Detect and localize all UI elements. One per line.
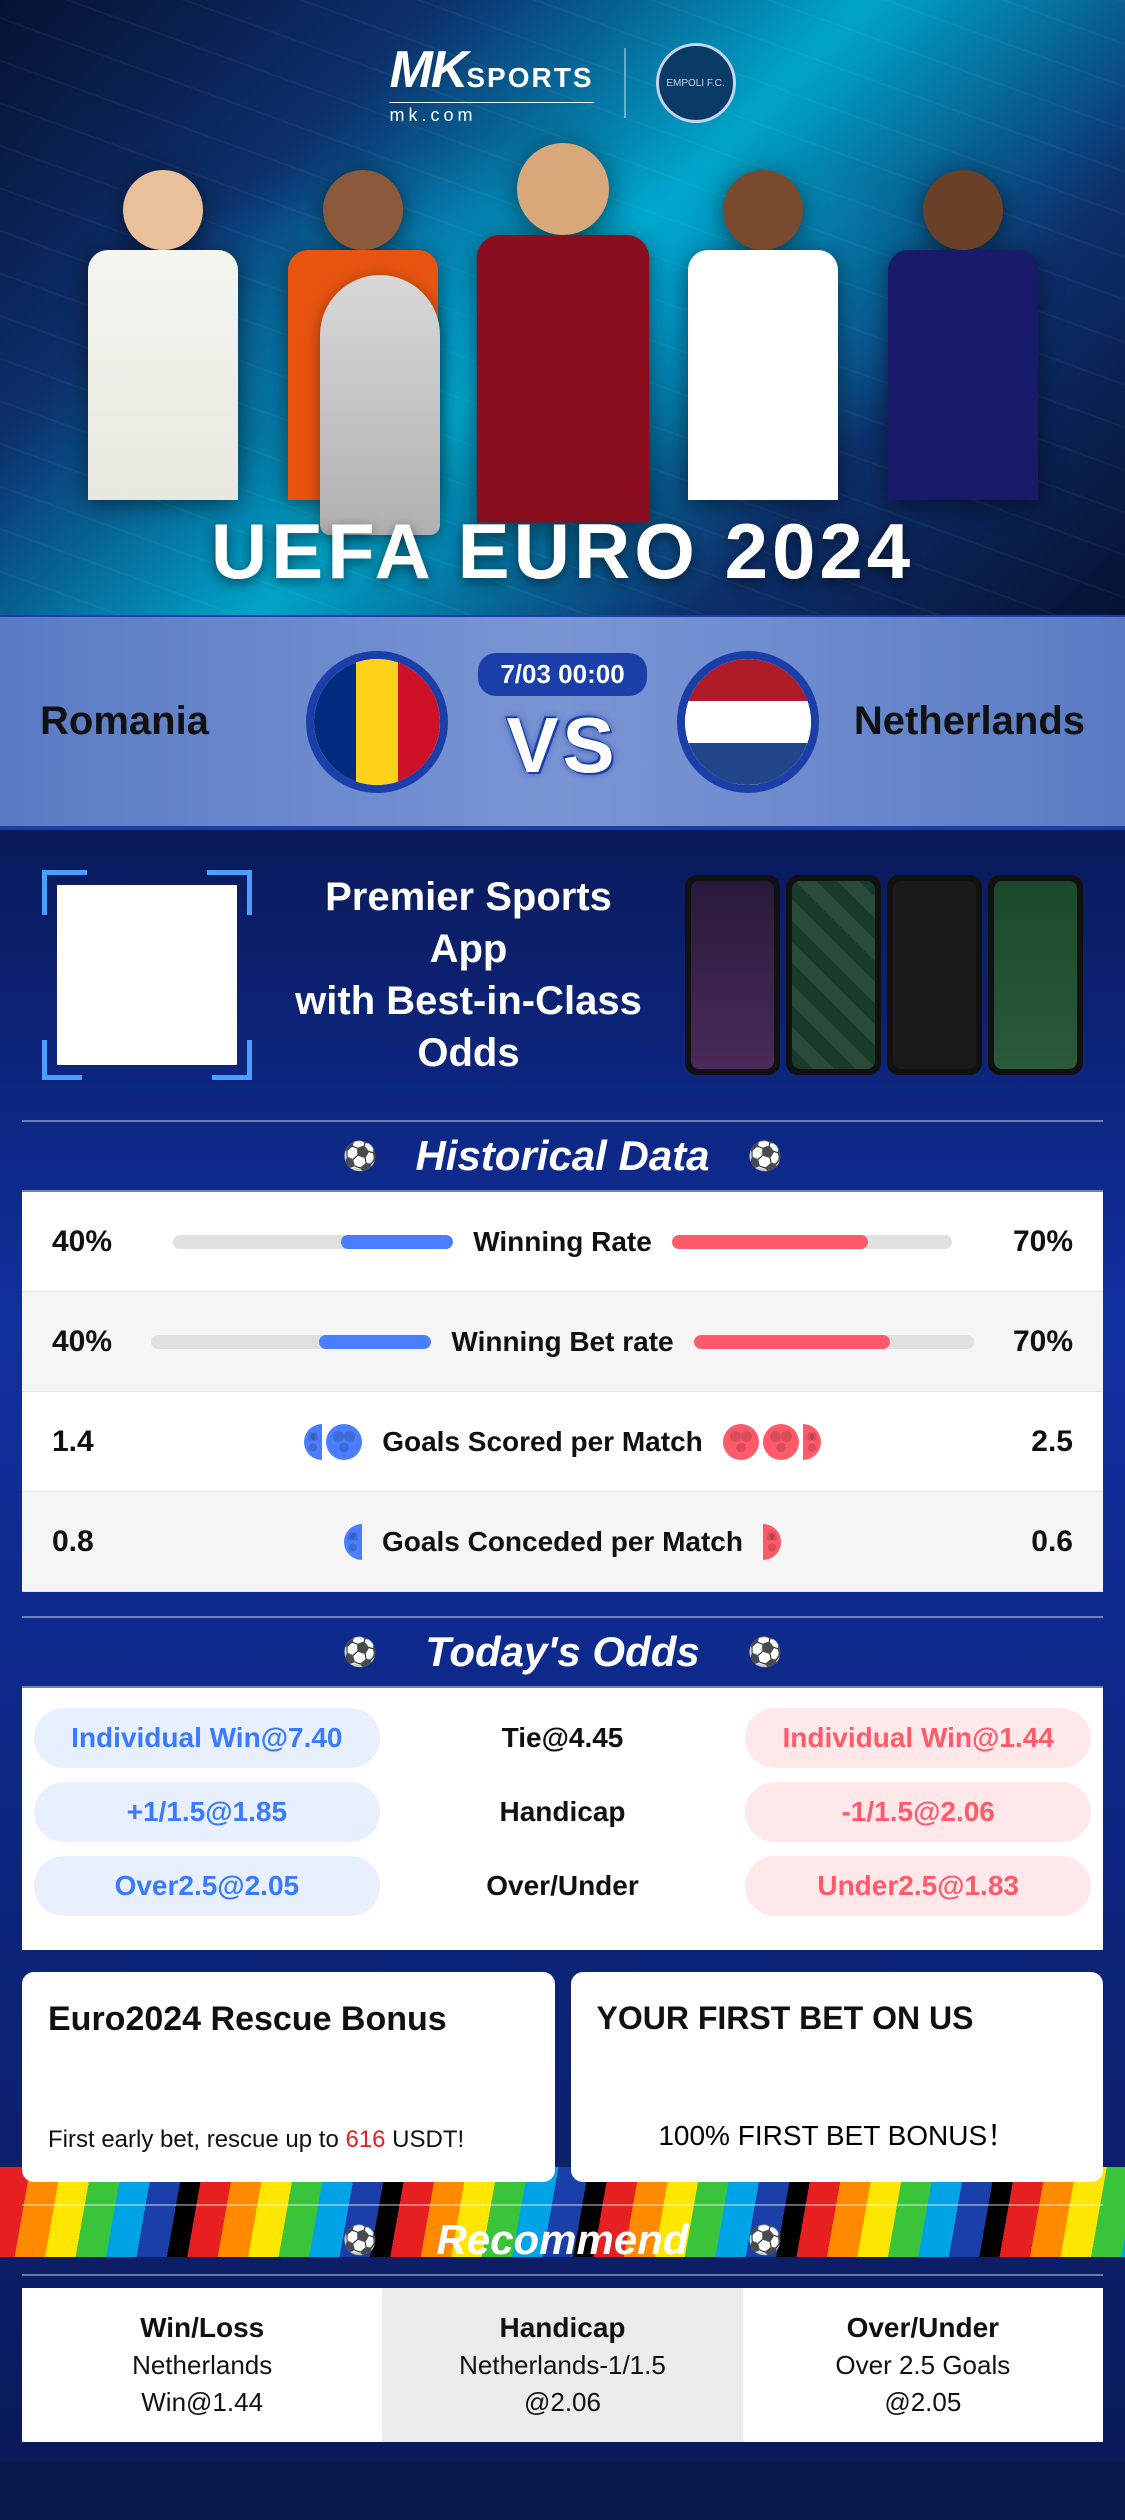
reco-heading: Over/Under	[753, 2312, 1093, 2344]
bonus1-sub: First early bet, rescue up to 616 USDT!	[48, 2126, 529, 2154]
logo-row: MKSPORTS mk.com EMPOLI F.C.	[389, 40, 735, 126]
recommend-title: Recommend	[22, 2204, 1103, 2276]
odds-row: Individual Win@7.40 Tie@4.45 Individual …	[34, 1708, 1091, 1768]
recommend-col[interactable]: Handicap Netherlands-1/1.5 @2.06	[382, 2288, 742, 2442]
bonus-card-firstbet[interactable]: YOUR FIRST BET ON US 100% FIRST BET BONU…	[571, 1972, 1104, 2182]
hist-row: 0.8 Goals Conceded per Match 0.6	[22, 1492, 1103, 1592]
club-badge: EMPOLI F.C.	[656, 43, 736, 123]
odds-row: +1/1.5@1.85 Handicap -1/1.5@2.06	[34, 1782, 1091, 1842]
odds-right-pill[interactable]: -1/1.5@2.06	[745, 1782, 1091, 1842]
odds-table: Individual Win@7.40 Tie@4.45 Individual …	[22, 1688, 1103, 1950]
reco-value1: Netherlands	[32, 2350, 372, 2381]
team-left-name: Romania	[40, 699, 276, 744]
hist-val-right: 2.5	[983, 1425, 1073, 1459]
promo-line2: with Best-in-Class Odds	[292, 975, 645, 1079]
hero-banner: MKSPORTS mk.com EMPOLI F.C. UEFA EURO 20…	[0, 0, 1125, 615]
odds-mid-label: Over/Under	[400, 1870, 726, 1902]
reco-value1: Netherlands-1/1.5	[392, 2350, 732, 2381]
historical-table: 40% Winning Rate 70% 40% Winning Bet rat…	[22, 1192, 1103, 1592]
hist-row: 40% Winning Bet rate 70%	[22, 1292, 1103, 1392]
odds-title: Today's Odds	[22, 1616, 1103, 1688]
logo-sports: SPORTS	[466, 62, 593, 93]
hist-label: Goals Conceded per Match	[382, 1526, 743, 1558]
vs-block: 7/03 00:00 VS	[478, 653, 646, 791]
hist-label: Goals Scored per Match	[382, 1426, 703, 1458]
hist-val-left: 40%	[52, 1225, 142, 1259]
vs-text: VS	[478, 700, 646, 791]
logo-sub: mk.com	[389, 102, 593, 126]
promo-line1: Premier Sports App	[292, 871, 645, 975]
bar-right	[672, 1235, 952, 1249]
players-graphic	[0, 130, 1125, 530]
balls-left	[344, 1524, 362, 1560]
match-time: 7/03 00:00	[478, 653, 646, 696]
balls-left	[304, 1424, 362, 1460]
hist-row: 1.4 Goals Scored per Match 2.5	[22, 1392, 1103, 1492]
logo-mk: MK	[389, 41, 466, 99]
team-right-name: Netherlands	[849, 699, 1085, 744]
odds-left-pill[interactable]: +1/1.5@1.85	[34, 1782, 380, 1842]
odds-left-pill[interactable]: Individual Win@7.40	[34, 1708, 380, 1768]
bonus-card-rescue[interactable]: Euro2024 Rescue Bonus First early bet, r…	[22, 1972, 555, 2182]
reco-value2: @2.05	[753, 2387, 1093, 2418]
historical-title: Historical Data	[22, 1120, 1103, 1192]
bar-right	[694, 1335, 974, 1349]
reco-value2: @2.06	[392, 2387, 732, 2418]
bonus1-title: Euro2024 Rescue Bonus	[48, 2000, 529, 2039]
hist-label: Winning Rate	[473, 1226, 652, 1258]
hist-val-right: 0.6	[983, 1525, 1073, 1559]
hist-val-left: 40%	[52, 1325, 142, 1359]
main-content: Premier Sports App with Best-in-Class Od…	[0, 830, 1125, 2462]
logo-divider	[624, 48, 626, 118]
bar-left	[173, 1235, 453, 1249]
hist-label: Winning Bet rate	[451, 1326, 673, 1358]
bonus-cards: Euro2024 Rescue Bonus First early bet, r…	[22, 1972, 1103, 2182]
reco-heading: Handicap	[392, 2312, 732, 2344]
mk-sports-logo: MKSPORTS mk.com	[389, 40, 593, 126]
odds-right-pill[interactable]: Under2.5@1.83	[745, 1856, 1091, 1916]
trophy-graphic	[320, 275, 440, 535]
hist-val-right: 70%	[983, 1325, 1073, 1359]
app-screenshots	[685, 875, 1083, 1075]
hero-title: UEFA EURO 2024	[211, 506, 914, 597]
recommend-table: Win/Loss Netherlands Win@1.44 Handicap N…	[22, 2288, 1103, 2442]
odds-left-pill[interactable]: Over2.5@2.05	[34, 1856, 380, 1916]
balls-right	[763, 1524, 781, 1560]
qr-frame[interactable]	[42, 870, 252, 1080]
flag-netherlands	[677, 651, 819, 793]
bar-left	[151, 1335, 431, 1349]
bonus2-title: YOUR FIRST BET ON US	[597, 2000, 1078, 2037]
bonus2-sub: 100% FIRST BET BONUS！	[597, 2114, 1078, 2154]
odds-right-pill[interactable]: Individual Win@1.44	[745, 1708, 1091, 1768]
qr-code[interactable]	[57, 885, 237, 1065]
match-bar: Romania 7/03 00:00 VS Netherlands	[0, 615, 1125, 830]
odds-row: Over2.5@2.05 Over/Under Under2.5@1.83	[34, 1856, 1091, 1916]
hist-val-right: 70%	[983, 1225, 1073, 1259]
balls-right	[723, 1424, 821, 1460]
flag-romania	[306, 651, 448, 793]
promo-row: Premier Sports App with Best-in-Class Od…	[22, 860, 1103, 1110]
hist-val-left: 1.4	[52, 1425, 142, 1459]
hist-row: 40% Winning Rate 70%	[22, 1192, 1103, 1292]
hist-val-left: 0.8	[52, 1525, 142, 1559]
recommend-col[interactable]: Over/Under Over 2.5 Goals @2.05	[743, 2288, 1103, 2442]
reco-heading: Win/Loss	[32, 2312, 372, 2344]
reco-value1: Over 2.5 Goals	[753, 2350, 1093, 2381]
promo-text: Premier Sports App with Best-in-Class Od…	[292, 871, 645, 1079]
odds-mid-label: Handicap	[400, 1796, 726, 1828]
recommend-col[interactable]: Win/Loss Netherlands Win@1.44	[22, 2288, 382, 2442]
odds-mid-label: Tie@4.45	[400, 1722, 726, 1754]
reco-value2: Win@1.44	[32, 2387, 372, 2418]
